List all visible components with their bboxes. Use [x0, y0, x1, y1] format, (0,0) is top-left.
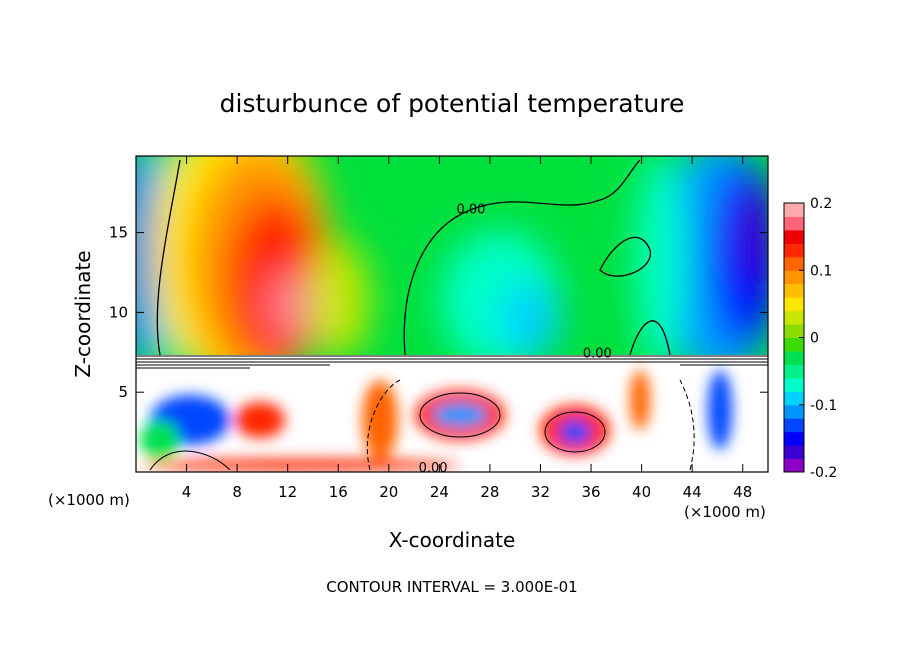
colorbar-swatch: [784, 458, 804, 473]
y-axis-title: Z-coordinate: [71, 250, 95, 377]
x-unit-label: (×1000 m): [48, 491, 130, 509]
x-tick-label: 4: [182, 483, 192, 501]
x-tick-label: 40: [632, 483, 651, 501]
y-tick-label: 5: [118, 383, 128, 401]
x-tick-label: 16: [329, 483, 348, 501]
colorbar-swatch: [784, 337, 804, 352]
colorbar-swatch: [784, 324, 804, 338]
colorbar-swatch: [784, 418, 804, 433]
colorbar-swatch: [784, 404, 804, 419]
colorbar-swatch: [784, 229, 804, 244]
colorbar-label: 0: [810, 331, 819, 347]
contour-interval-note: CONTOUR INTERVAL = 3.000E-01: [326, 578, 577, 596]
x-tick-label: 48: [733, 483, 752, 501]
colorbar-swatch: [784, 270, 804, 285]
colorbar-swatch: [784, 310, 804, 325]
chart-title: disturbunce of potential temperature: [220, 89, 685, 118]
colorbar-label: -0.1: [810, 398, 837, 414]
colorbar-swatch: [784, 350, 804, 365]
colorbar-swatch: [784, 364, 804, 379]
colorbar-swatch: [784, 377, 804, 392]
x-tick-label: 36: [581, 483, 600, 501]
x-tick-label: 20: [379, 483, 398, 501]
colorbar-swatch: [784, 216, 804, 231]
contour-label: 0.00: [583, 346, 612, 361]
colorbar-swatch: [784, 297, 804, 312]
x-axis-title: X-coordinate: [389, 528, 516, 552]
colorbar-swatch: [784, 445, 804, 460]
x-tick-label: 24: [430, 483, 449, 501]
contour-label: 0.00: [456, 203, 485, 218]
heatmap-field: [136, 156, 768, 472]
contour-label: 0.00: [419, 461, 448, 476]
x-tick-label: 44: [683, 483, 702, 501]
colorbar-swatch: [784, 243, 804, 258]
colorbar-label: 0.1: [810, 263, 832, 279]
colorbar-label: 0.2: [810, 196, 832, 212]
x-unit-label-right: (×1000 m): [684, 503, 766, 521]
colorbar-swatch: [784, 203, 804, 217]
colorbar-label: -0.2: [810, 465, 837, 481]
colorbar-swatch: [784, 283, 804, 298]
x-tick-label: 8: [232, 483, 242, 501]
x-tick-label: 12: [278, 483, 297, 501]
colorbar-swatch: [784, 431, 804, 446]
y-tick-label: 15: [109, 224, 128, 242]
y-tick-label: 10: [109, 303, 128, 321]
x-tick-label: 28: [480, 483, 499, 501]
colorbar-swatch: [784, 391, 804, 406]
plot-frame: [135, 155, 769, 473]
colorbar: 0.2 0.1 0 -0.1 -0.2: [783, 196, 837, 481]
colorbar-swatch: [784, 256, 804, 271]
x-tick-label: 32: [531, 483, 550, 501]
